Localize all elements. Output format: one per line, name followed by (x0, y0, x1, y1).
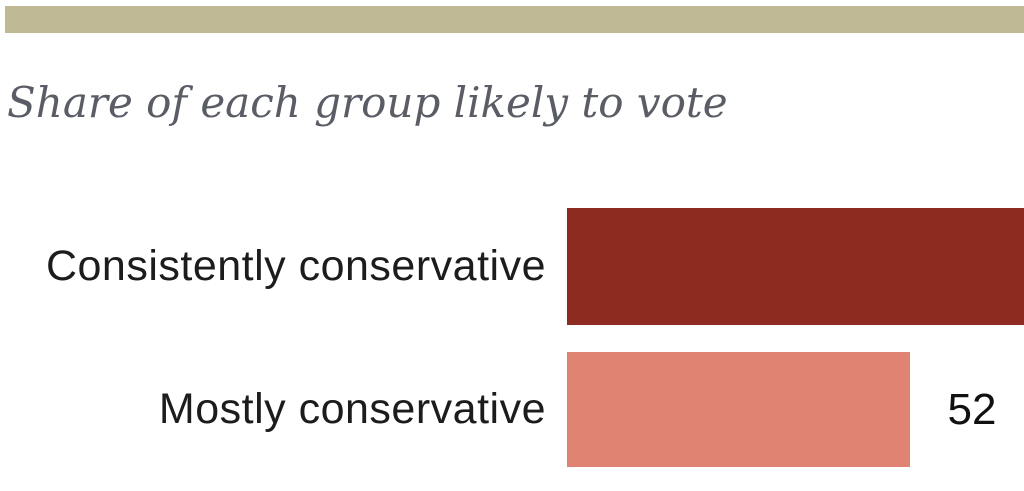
category-label-mostly-conservative: Mostly conservative (158, 385, 546, 433)
value-label-consistently-conservative (920, 208, 1024, 325)
header-strip (5, 6, 1024, 33)
category-label-consistently-conservative: Consistently conservative (45, 242, 546, 290)
bar-mostly-conservative (567, 352, 910, 467)
bar-consistently-conservative (567, 208, 1024, 325)
chart-subtitle: Share of each group likely to vote (7, 78, 728, 127)
value-label-mostly-conservative: 52 (947, 385, 997, 434)
